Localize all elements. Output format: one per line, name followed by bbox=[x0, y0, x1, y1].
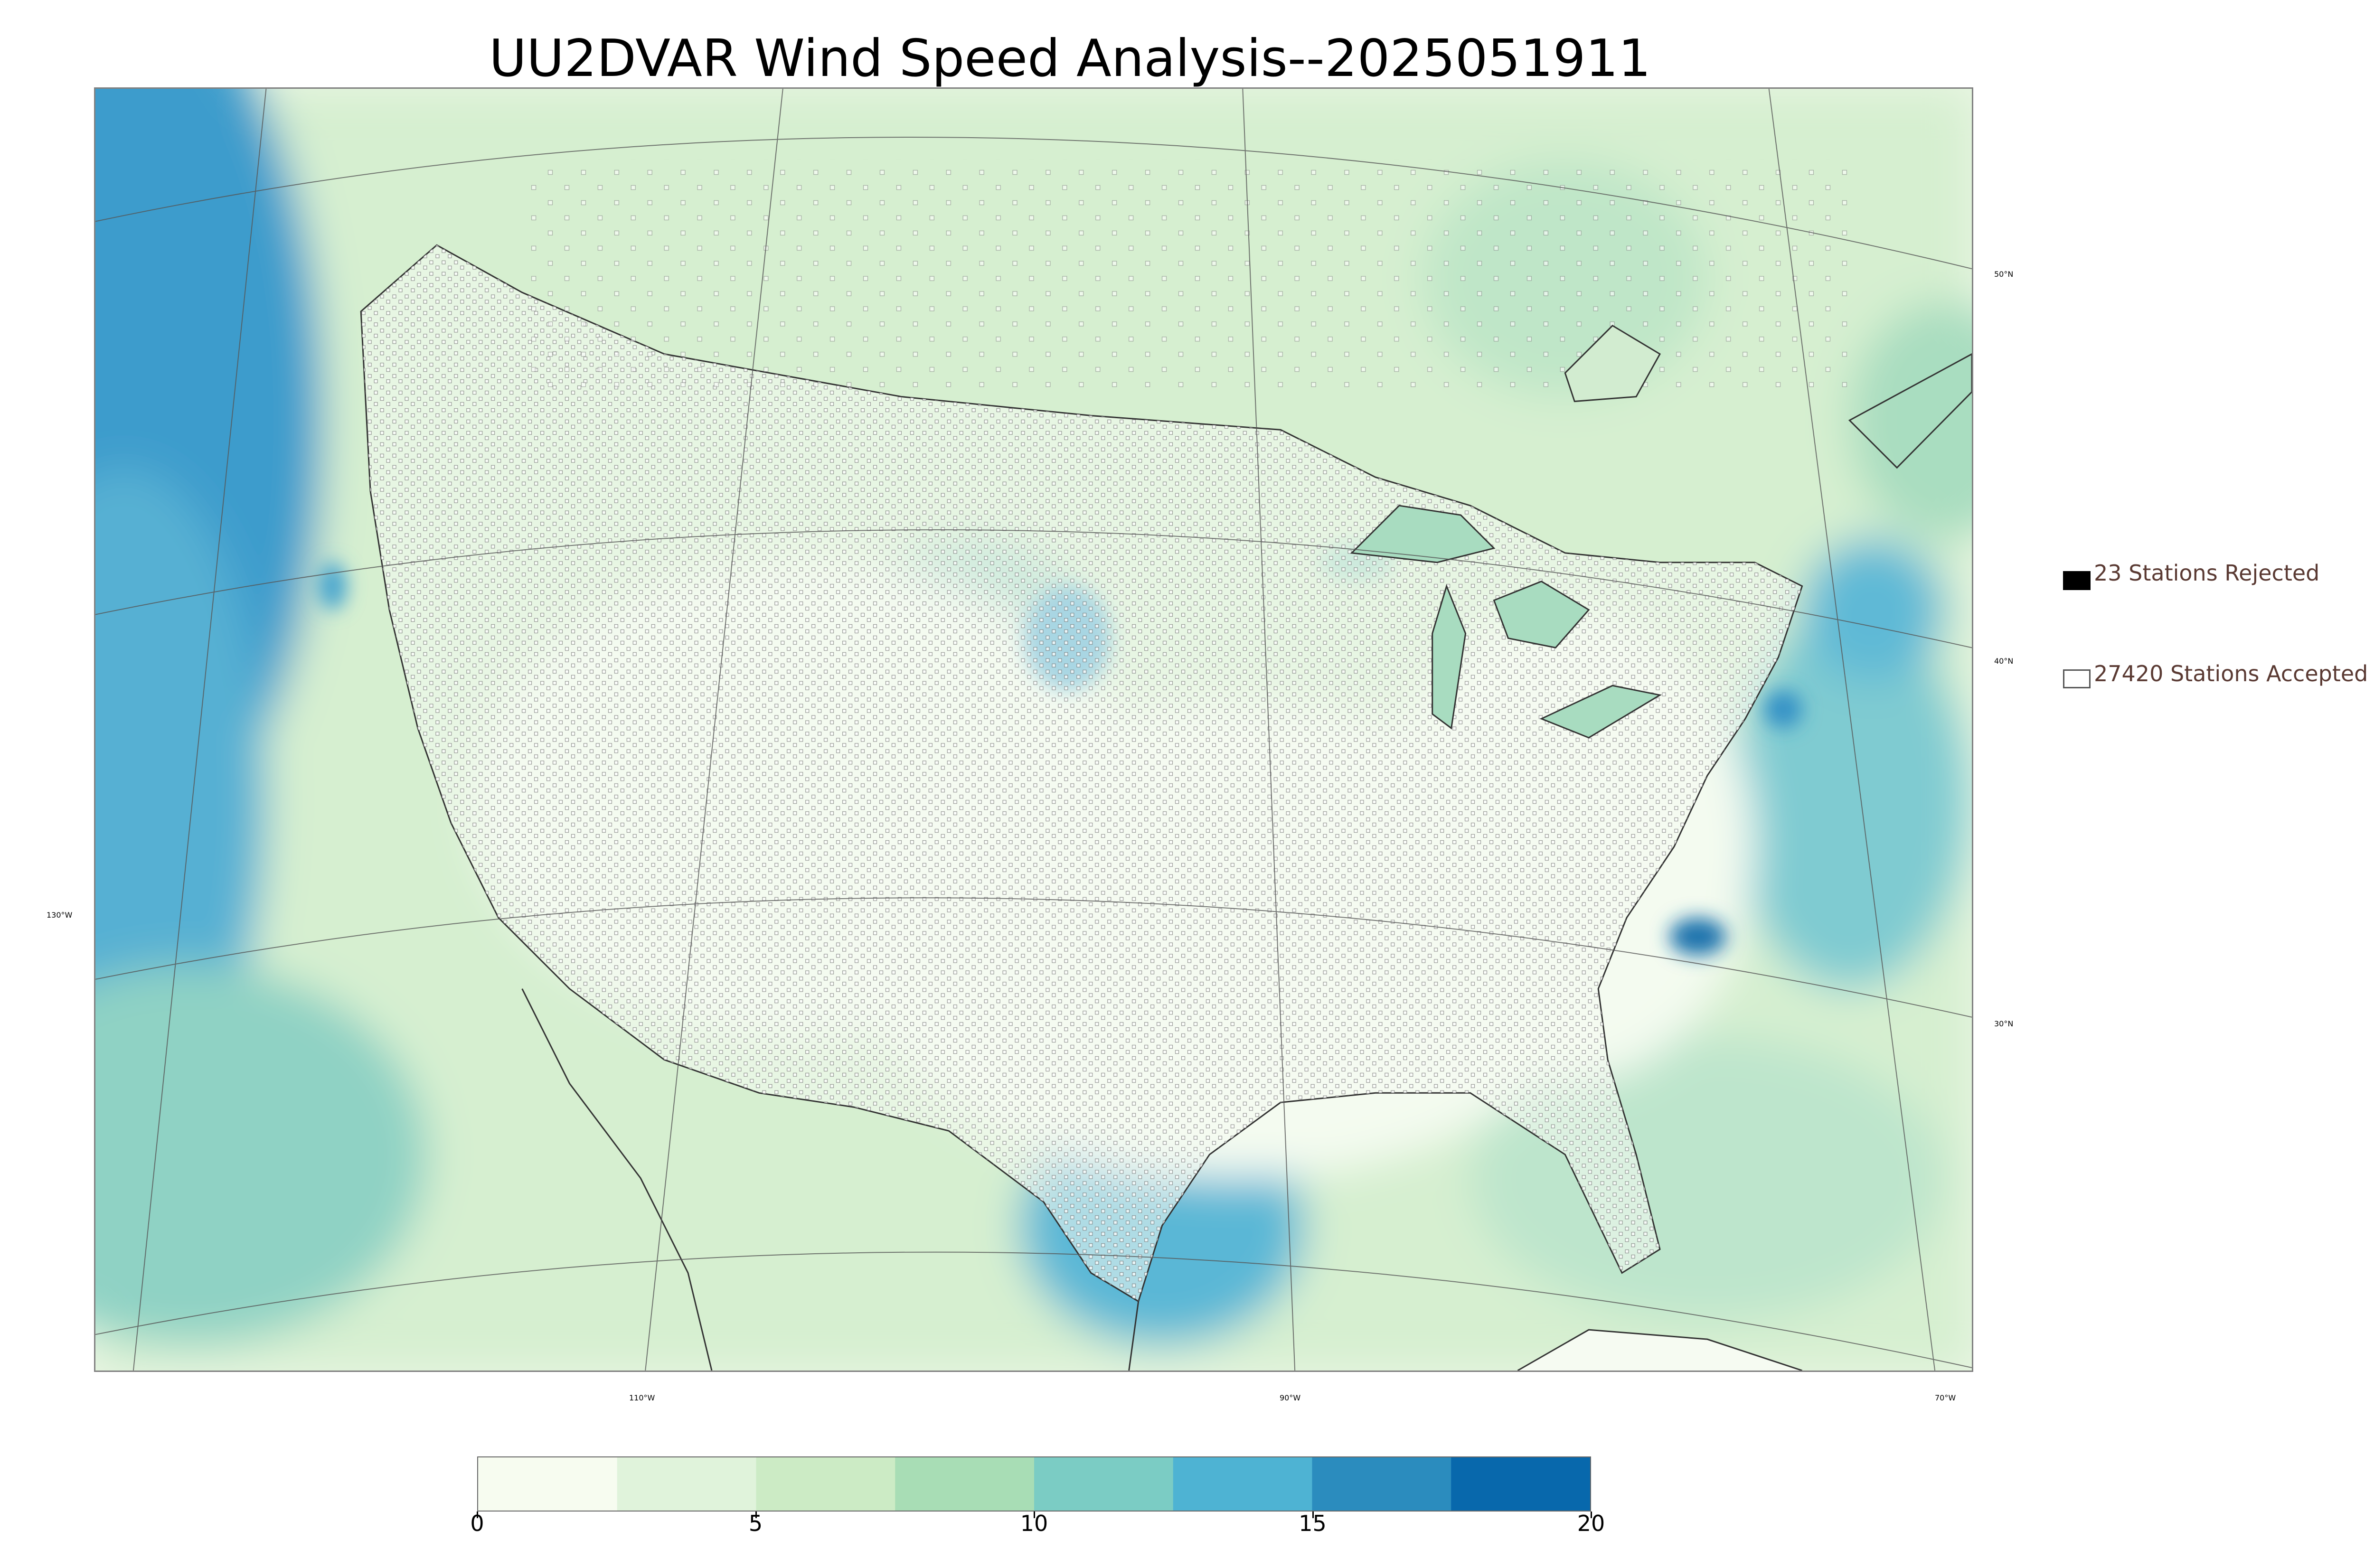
colorbar-tick-label: 15 bbox=[1299, 1511, 1327, 1536]
colorbar-tick bbox=[755, 1512, 757, 1518]
lon-label-70: 70°W bbox=[1935, 1393, 1956, 1402]
colorbar-segment bbox=[478, 1457, 619, 1511]
lat-label-40: 40°N bbox=[1994, 657, 2014, 666]
accepted-station-marker bbox=[2063, 669, 2091, 688]
graticule bbox=[95, 89, 1972, 1371]
colorbar-segment bbox=[1173, 1457, 1313, 1511]
colorbar-tick-label: 5 bbox=[748, 1511, 763, 1536]
lon-label-90: 90°W bbox=[1280, 1393, 1301, 1402]
colorbar-tick bbox=[1034, 1512, 1035, 1518]
rejected-stations-label: 23 Stations Rejected bbox=[2094, 560, 2320, 586]
colorbar-tick-label: 10 bbox=[1020, 1511, 1048, 1536]
colorbar-tick-label: 0 bbox=[470, 1511, 484, 1536]
lon-label-130: 130°W bbox=[47, 911, 73, 920]
lat-label-30: 30°N bbox=[1994, 1019, 2014, 1028]
colorbar-segment bbox=[1451, 1457, 1590, 1511]
great-lakes bbox=[1350, 505, 1662, 739]
colorbar-segment bbox=[895, 1457, 1036, 1511]
stations-dense bbox=[361, 245, 1802, 1302]
accepted-stations-label: 27420 Stations Accepted bbox=[2094, 661, 2368, 686]
colorbar-segment bbox=[1312, 1457, 1452, 1511]
lat-label-50: 50°N bbox=[1994, 270, 2014, 279]
colorbar bbox=[477, 1456, 1591, 1512]
colorbar-tick bbox=[477, 1512, 478, 1518]
map-canvas bbox=[95, 89, 1972, 1371]
rejected-station-marker bbox=[2063, 571, 2091, 590]
colorbar-segment bbox=[1034, 1457, 1175, 1511]
map-title: UU2DVAR Wind Speed Analysis--2025051911 bbox=[489, 29, 1651, 88]
colorbar-tick-label: 20 bbox=[1577, 1511, 1605, 1536]
colorbar-segment bbox=[756, 1457, 896, 1511]
colorbar-segment bbox=[617, 1457, 757, 1511]
colorbar-tick bbox=[1312, 1512, 1314, 1518]
lon-label-110: 110°W bbox=[629, 1393, 655, 1402]
wind-speed-map bbox=[94, 87, 1973, 1372]
colorbar-tick bbox=[1591, 1512, 1592, 1518]
